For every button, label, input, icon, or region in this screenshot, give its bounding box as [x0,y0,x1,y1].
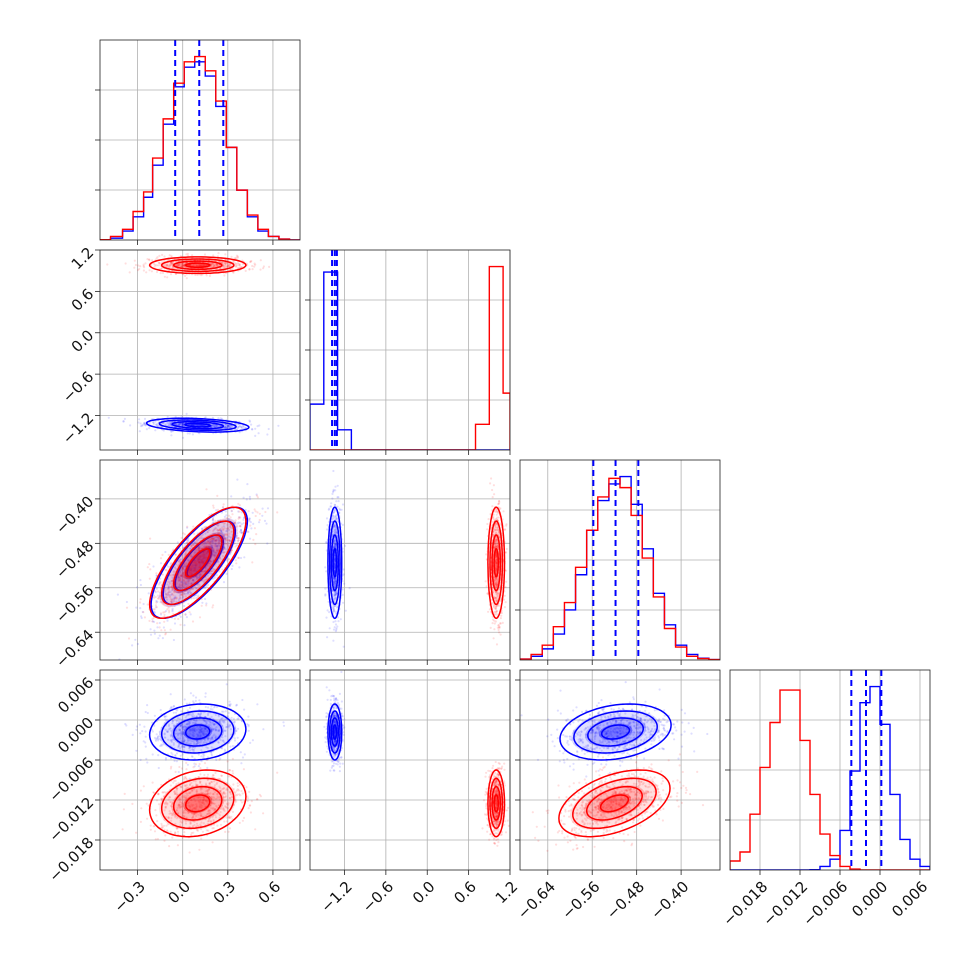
contour-line [145,417,250,433]
contour-line [158,419,237,432]
contour-line [600,724,631,740]
contour-line [328,710,341,754]
x-tick-label: 0.006 [888,878,931,921]
scatter-p2-vs-p0: −0.64−0.56−0.48−0.40 [52,459,301,671]
contour-line [327,506,343,620]
axes-frame [309,459,511,661]
x-tick-label: −0.64 [514,878,559,923]
axes-frame [519,669,721,871]
y-tick-label: 1.2 [68,244,98,274]
y-tick-label: 0.000 [54,714,97,757]
axes-frame [309,669,511,871]
contour-line [572,777,657,830]
contour-line [487,769,506,838]
y-tick-label: −1.2 [59,409,97,447]
contour-line [184,422,212,428]
x-tick-label: −0.6 [359,878,397,916]
x-tick-label: −0.006 [799,878,851,930]
contour-line [573,710,658,754]
y-tick-label: 0.006 [54,674,97,717]
contour-line [487,506,506,620]
scatter-p2-vs-p1 [305,459,511,665]
y-tick-label: 0.0 [68,326,98,356]
y-tick-label: −0.48 [52,537,97,582]
contour-line [172,717,223,747]
x-tick-label: −0.48 [603,878,648,923]
contour-line [489,777,504,830]
contour-line [148,506,247,620]
contour-line [558,769,671,838]
contour-line [171,420,225,430]
contour-line [599,794,630,813]
contour-line [148,769,247,838]
contour-line [493,794,500,813]
x-tick-label: −1.2 [317,878,355,916]
hist-blue [730,685,930,870]
axes-frame [99,669,301,871]
y-tick-label: −0.6 [59,368,97,406]
contour-line [559,703,672,761]
axes-frame [99,249,301,451]
contour-line [172,785,223,821]
x-tick-label: 0.000 [848,878,891,921]
contour-line [184,262,211,268]
contour-line [160,520,235,606]
contour-line [184,794,211,813]
x-tick-label: −0.40 [647,878,692,923]
contour-line [491,534,502,592]
contour-line [184,548,211,578]
contour-line [328,520,341,606]
contour-line [493,548,500,578]
contour-line [160,258,235,273]
hist-blue [310,271,510,450]
contour-line [327,703,343,761]
scatter-p3-vs-p1: −1.2 −0.6 0.0 0.6 1.2 [305,669,522,916]
contour-line [172,260,223,271]
y-tick-label: 0.6 [68,285,98,315]
hist-blue [520,475,720,660]
histogram-p0 [95,39,301,245]
contour-line [332,548,338,578]
contour-line [587,717,645,747]
hist-red [730,689,930,870]
contour-line [330,717,340,747]
hist-red [520,477,720,660]
contour-line [330,534,340,592]
x-tick-label: 0.6 [450,878,480,908]
contour-line [148,703,247,761]
hist-red [100,55,300,240]
histogram-p1 [305,249,511,455]
x-tick-label: −0.3 [110,878,148,916]
y-tick-label: −0.64 [52,626,97,671]
contour-line [491,785,502,821]
histogram-p2 [515,459,721,665]
y-tick-label: −0.56 [52,581,97,626]
hist-red [310,265,510,450]
x-tick-label: 0.0 [409,878,439,908]
contour-line [172,534,223,592]
contour-line [184,724,211,740]
scatter-p3-vs-p2: −0.64 −0.56 −0.48 −0.40 [514,669,721,923]
x-tick-label: 1.2 [492,878,522,908]
scatter-p1-vs-p0: −1.2−0.6 0.0 0.6 1.2 [59,244,301,455]
axes-frame [99,459,301,661]
contour-line [489,520,504,606]
contour-line [148,256,247,275]
y-tick-label: −0.006 [45,754,97,806]
contour-line [160,710,235,754]
contour-line [160,777,235,830]
contour-line [585,785,643,821]
x-tick-label: 0.3 [210,878,240,908]
y-tick-label: −0.40 [52,493,97,538]
contour-line [332,724,338,740]
x-tick-label: −0.56 [558,878,603,923]
x-tick-label: 0.6 [255,878,285,908]
x-tick-label: 0.0 [164,878,194,908]
